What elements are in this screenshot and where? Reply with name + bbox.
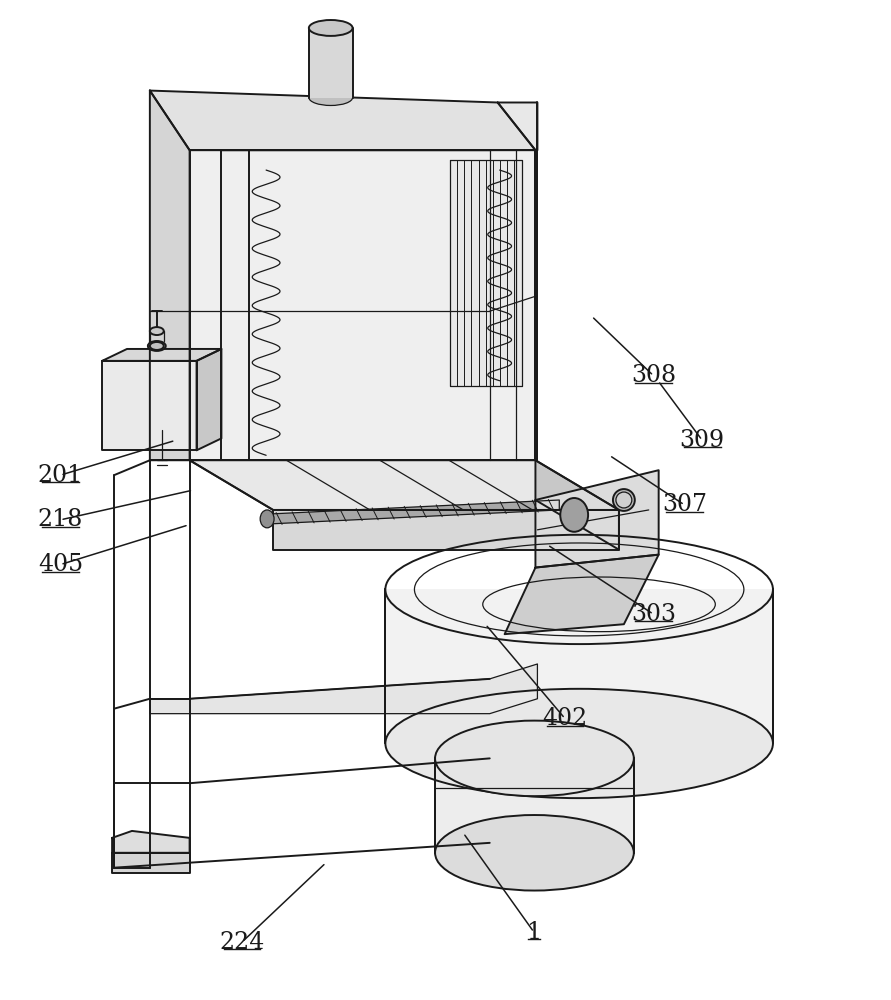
- Ellipse shape: [560, 498, 588, 532]
- Text: 308: 308: [631, 364, 676, 387]
- Polygon shape: [273, 510, 619, 550]
- Ellipse shape: [309, 20, 353, 36]
- Text: 405: 405: [37, 553, 83, 576]
- Polygon shape: [102, 361, 197, 450]
- Polygon shape: [309, 28, 353, 98]
- Text: 307: 307: [662, 493, 707, 516]
- Text: 303: 303: [631, 603, 676, 626]
- Polygon shape: [102, 349, 221, 361]
- Polygon shape: [190, 460, 619, 510]
- Text: 218: 218: [37, 508, 83, 531]
- Polygon shape: [112, 831, 190, 853]
- Ellipse shape: [150, 342, 164, 350]
- Polygon shape: [498, 102, 537, 150]
- Polygon shape: [150, 91, 535, 150]
- Ellipse shape: [386, 689, 773, 798]
- Ellipse shape: [309, 90, 353, 105]
- Polygon shape: [535, 470, 658, 568]
- Polygon shape: [450, 160, 521, 386]
- Polygon shape: [535, 460, 619, 550]
- Polygon shape: [150, 91, 190, 460]
- Ellipse shape: [435, 815, 634, 891]
- Text: 201: 201: [37, 464, 83, 487]
- Polygon shape: [504, 555, 658, 634]
- Text: 224: 224: [219, 931, 265, 954]
- Polygon shape: [197, 349, 221, 450]
- Ellipse shape: [613, 489, 634, 511]
- Ellipse shape: [435, 721, 634, 796]
- Ellipse shape: [148, 341, 166, 351]
- Polygon shape: [112, 853, 190, 873]
- Ellipse shape: [616, 492, 632, 508]
- Polygon shape: [435, 758, 634, 853]
- Polygon shape: [386, 589, 773, 743]
- Ellipse shape: [150, 327, 164, 335]
- Polygon shape: [190, 150, 535, 460]
- Text: 402: 402: [543, 707, 588, 730]
- Text: 1: 1: [527, 921, 542, 944]
- Text: 309: 309: [680, 429, 725, 452]
- Polygon shape: [150, 664, 537, 714]
- Polygon shape: [271, 500, 560, 524]
- Ellipse shape: [260, 510, 274, 528]
